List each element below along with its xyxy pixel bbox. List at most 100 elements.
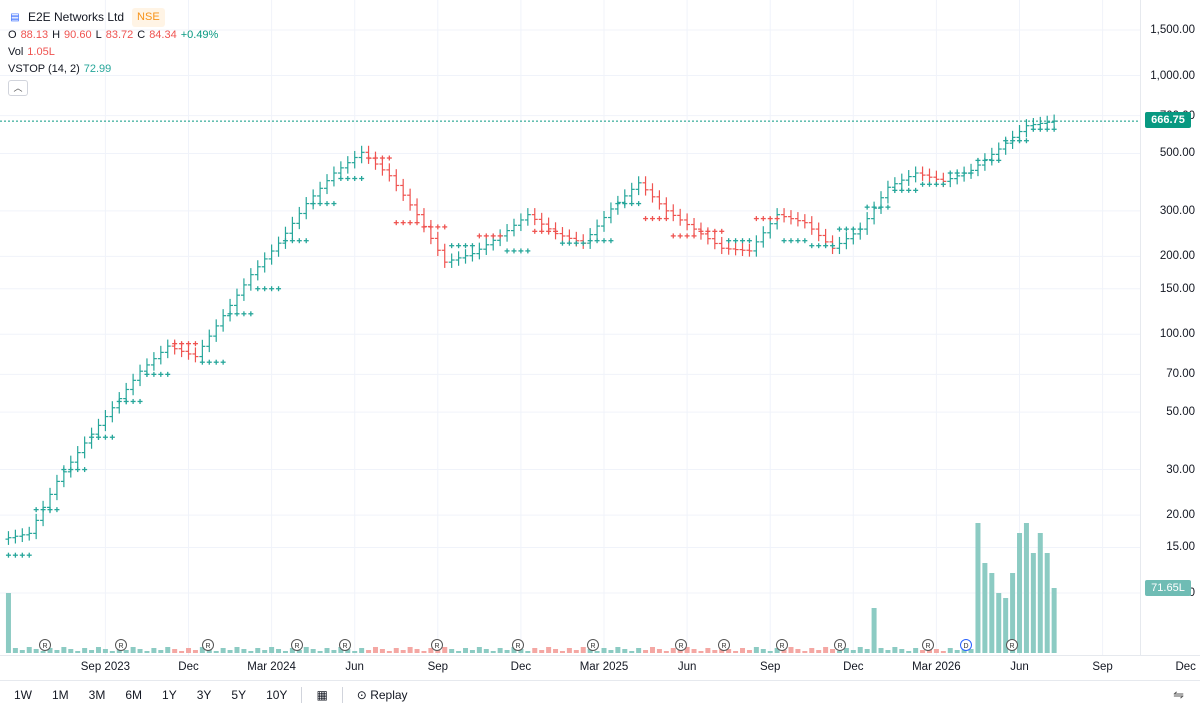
x-tick-label: Dec (178, 661, 199, 673)
event-marker[interactable]: R (512, 639, 524, 651)
vstop-point (573, 240, 579, 246)
volume-bar (442, 647, 448, 653)
volume-bar (158, 650, 164, 653)
x-tick-label: Jun (345, 661, 364, 673)
range-button[interactable]: 5Y (231, 688, 247, 702)
event-marker[interactable]: R (339, 639, 351, 651)
volume-bar (580, 647, 586, 653)
vstop-point (670, 233, 676, 239)
event-marker-label: R (118, 643, 123, 650)
volume-tag: 71.65L (1145, 580, 1191, 596)
chevron-up-icon[interactable]: ︿ (8, 80, 28, 96)
vstop-point (421, 224, 427, 230)
vstop-point (179, 341, 185, 347)
price-bars (5, 114, 1058, 545)
vstop-point (899, 187, 905, 193)
event-marker[interactable]: R (675, 639, 687, 651)
vstop-row[interactable]: VSTOP (14, 2) 72.99 (8, 61, 218, 78)
range-button[interactable]: 6M (125, 688, 143, 702)
range-button[interactable]: 1M (52, 688, 69, 702)
event-marker[interactable]: R (776, 639, 788, 651)
vstop-point (490, 233, 496, 239)
event-marker[interactable]: R (115, 639, 127, 651)
price-axis[interactable]: 1,500.001,000.00700.00500.00300.00200.00… (1140, 0, 1200, 655)
volume-bar (172, 649, 178, 653)
volume-bar (137, 649, 143, 653)
range-button[interactable]: 1Y (162, 688, 177, 702)
vstop-point (463, 243, 469, 249)
event-marker-label: R (590, 643, 595, 650)
volume-bar (670, 648, 676, 653)
range-button[interactable]: 1W (14, 688, 32, 702)
bar-chart-icon[interactable]: ▤ (10, 12, 20, 23)
x-tick-label: Mar 2025 (579, 661, 629, 673)
volume-bar (414, 649, 420, 653)
vstop-point (553, 228, 559, 234)
event-marker[interactable]: R (39, 639, 51, 651)
volume-bar (463, 648, 469, 653)
volume-bar (906, 651, 912, 653)
vstop-point (289, 238, 295, 244)
volume-bar (400, 650, 406, 653)
calendar-icon[interactable]: ▦ (316, 688, 328, 702)
event-marker-label: R (837, 643, 842, 650)
event-marker-label: R (342, 643, 347, 650)
vstop-label: VSTOP (14, 2) (8, 63, 80, 75)
volume-bar (857, 647, 863, 653)
vstop-point (248, 311, 254, 317)
vstop-point (352, 176, 358, 182)
event-marker[interactable]: R (1006, 639, 1018, 651)
volume-bar (192, 650, 198, 653)
vstop-point (504, 248, 510, 254)
volume-bar (989, 573, 995, 653)
volume-bar (393, 648, 399, 653)
vstop-point (435, 224, 441, 230)
vstop-point (393, 220, 399, 226)
volume-bar (587, 649, 593, 653)
time-axis[interactable]: Sep 2023 Dec Mar 2024 Jun Sep Dec Mar 2025 Jun S… (0, 655, 1200, 678)
symbol-title[interactable]: E2E Networks Ltd (28, 10, 125, 24)
volume-bar (476, 647, 482, 653)
volume-bar (705, 648, 711, 653)
event-marker[interactable]: R (718, 639, 730, 651)
low-label: L (95, 29, 102, 41)
volume-bar (317, 651, 323, 653)
vstop-point (123, 398, 129, 404)
sliders-icon[interactable]: ⇋ (1173, 687, 1184, 702)
vstop-point (947, 170, 953, 176)
vstop-point (206, 359, 212, 365)
range-button[interactable]: 3Y (196, 688, 212, 702)
volume-bar (830, 649, 836, 653)
vstop-point (12, 552, 18, 558)
vstop-point (324, 201, 330, 207)
volume-bar (241, 649, 247, 653)
volume-bar (359, 648, 365, 653)
range-button[interactable]: 10Y (266, 688, 288, 702)
event-marker[interactable]: R (587, 639, 599, 651)
event-marker[interactable]: D (960, 639, 972, 651)
event-marker[interactable]: R (834, 639, 846, 651)
volume-bar (483, 649, 489, 653)
event-marker[interactable]: R (431, 639, 443, 651)
volume-bar (1044, 553, 1050, 653)
volume-bar (802, 651, 808, 653)
volume-bar (144, 651, 150, 653)
volume-bar (186, 648, 192, 653)
volume-bar (12, 648, 18, 653)
volume-bar (269, 647, 275, 653)
x-tick-label: Sep (759, 661, 781, 673)
vstop-point (476, 233, 482, 239)
volume-bar (913, 648, 919, 653)
event-marker-label: D (963, 643, 968, 650)
replay-button[interactable]: ⊙ Replay (347, 688, 418, 702)
event-marker[interactable]: R (291, 639, 303, 651)
event-marker[interactable]: R (202, 639, 214, 651)
range-button[interactable]: 3M (88, 688, 106, 702)
event-marker[interactable]: R (922, 639, 934, 651)
vstop-point (615, 201, 621, 207)
vstop-point (213, 359, 219, 365)
volume-bar (982, 563, 988, 653)
volume-bar (823, 647, 829, 653)
